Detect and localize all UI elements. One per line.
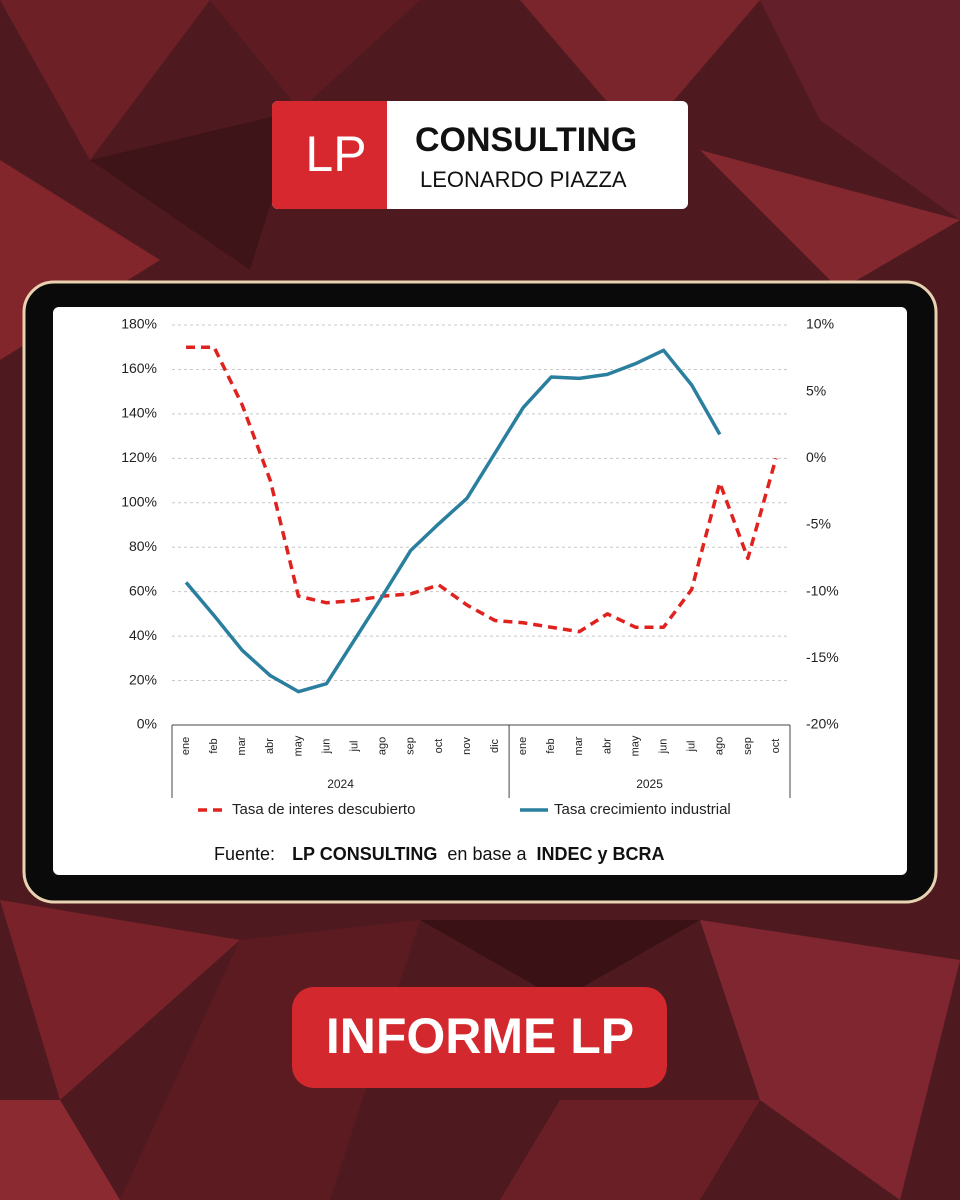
logo-title: CONSULTING [415, 121, 637, 159]
source-text: LP CONSULTING [292, 844, 437, 864]
y2-tick-label: -20% [806, 716, 839, 732]
source-text: INDEC y BCRA [537, 844, 665, 864]
y-tick-label: 140% [121, 405, 157, 421]
x-tick-label: feb [545, 738, 557, 753]
x-tick-label: ene [180, 737, 192, 755]
x-tick-label: ago [714, 737, 726, 755]
y2-tick-label: -10% [806, 582, 839, 598]
y-tick-label: 120% [121, 449, 157, 465]
y-tick-label: 40% [129, 627, 157, 643]
x-tick-label: abr [264, 738, 276, 754]
legend-label: Tasa crecimiento industrial [554, 801, 731, 818]
y2-tick-label: -15% [806, 649, 839, 665]
logo-mark: LP [305, 126, 366, 182]
x-tick-label: nov [461, 737, 473, 755]
x-tick-label: ene [517, 737, 529, 755]
x-tick-label: oct [770, 739, 782, 754]
source-text: Fuente: [214, 844, 275, 864]
x-tick-label: mar [573, 736, 585, 755]
source-note: Fuente: LP CONSULTING en base a INDEC y … [214, 844, 665, 864]
x-tick-label: jul [348, 740, 360, 752]
badge: INFORME LP [292, 987, 667, 1088]
x-tick-label: ago [377, 737, 389, 755]
x-tick-label: jun [320, 739, 332, 755]
x-tick-label: dic [489, 738, 501, 753]
y2-tick-label: -5% [806, 516, 831, 532]
logo-subtitle: LEONARDO PIAZZA [420, 167, 627, 192]
y-tick-label: 100% [121, 493, 157, 509]
x-group-label: 2024 [327, 777, 354, 791]
x-tick-label: may [292, 735, 304, 756]
series-line [186, 345, 778, 634]
chart: 0% 20% 40% 60% 80% 100% 120% 140% 160% 180% -20% -1… [121, 316, 839, 818]
x-tick-label: oct [433, 739, 445, 754]
x-tick-label: may [629, 735, 641, 756]
y-tick-label: 20% [129, 671, 157, 687]
logo: LP CONSULTING LEONARDO PIAZZA [272, 101, 688, 209]
y-tick-label: 180% [121, 316, 157, 332]
x-tick-label: abr [601, 738, 613, 754]
x-tick-label: jun [657, 739, 669, 755]
y2-tick-label: 10% [806, 316, 834, 332]
x-tick-label: feb [208, 738, 220, 753]
x-tick-label: sep [742, 737, 754, 755]
source-text: en base a [447, 844, 527, 864]
y2-tick-label: 5% [806, 382, 826, 398]
badge-text: INFORME LP [326, 1008, 634, 1064]
y-tick-label: 60% [129, 582, 157, 598]
series-line [184, 348, 722, 694]
legend-label: Tasa de interes descubierto [232, 801, 415, 818]
y2-tick-label: 0% [806, 449, 826, 465]
y-tick-label: 0% [137, 716, 157, 732]
x-tick-label: jul [686, 740, 698, 752]
y-tick-label: 80% [129, 538, 157, 554]
x-tick-label: sep [405, 737, 417, 755]
y-tick-label: 160% [121, 360, 157, 376]
x-tick-label: mar [236, 736, 248, 755]
x-group-label: 2025 [636, 777, 663, 791]
